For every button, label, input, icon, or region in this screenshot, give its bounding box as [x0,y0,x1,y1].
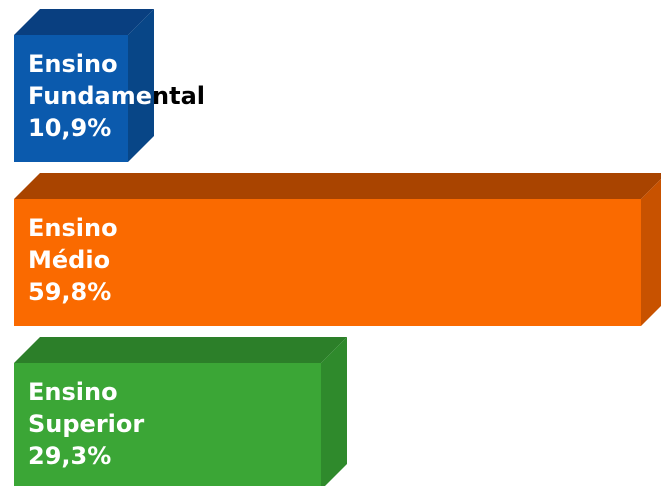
bar-0: Ensino Fundamental 10,9% [14,9,205,162]
bar-label-line1: Ensino [28,378,118,406]
bar-front-face [14,199,641,326]
bar-2: Ensino Superior 29,3% [14,337,347,486]
bar-top-face [14,173,661,199]
bar-label-line1: Ensino [28,214,118,242]
bar-side-face [321,337,347,486]
bar-side-face [128,9,154,162]
bar-label-line2: Superior [28,410,144,438]
bar-front-face [14,363,321,486]
bar-front-face [14,35,128,162]
bar-value-label: 29,3% [28,442,111,470]
bar-value-label: 59,8% [28,278,111,306]
bar-top-face [14,9,154,35]
bar-value-label: 10,9% [28,114,111,142]
bar-1: Ensino Médio 59,8% [14,173,661,326]
bar-side-face [641,179,661,326]
bar-label-line1: Ensino [28,50,118,78]
bar-label-line2: Médio [28,246,110,274]
bar-label-line2: Fundamental [28,82,205,110]
bar-top-face [14,337,347,363]
